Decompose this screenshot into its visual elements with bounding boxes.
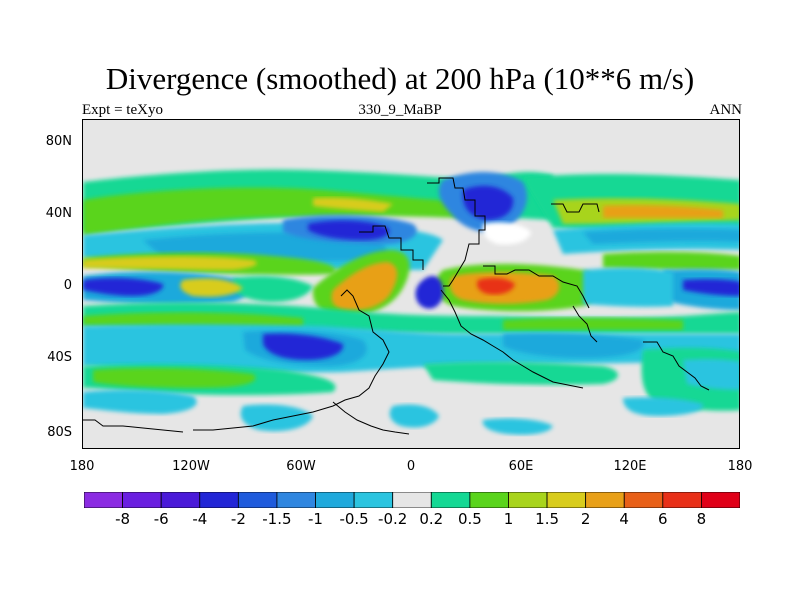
colorbar-swatch xyxy=(122,492,162,508)
colorbar-label: -6 xyxy=(153,510,169,528)
lon-label-180w: 180 xyxy=(69,459,95,474)
colorbar-swatch xyxy=(199,492,239,508)
colorbar-label: 2 xyxy=(580,510,591,528)
colorbar-swatch xyxy=(701,492,740,508)
lon-label-60w: 60W xyxy=(286,459,316,474)
colorbar-label: -0.5 xyxy=(339,510,369,528)
colorbar-swatch xyxy=(585,492,625,508)
colorbar-label: -1 xyxy=(308,510,323,528)
colorbar-label: 6 xyxy=(658,510,668,528)
colorbar-swatch xyxy=(276,492,316,508)
lon-label-180e: 180 xyxy=(727,459,753,474)
map-plot-area xyxy=(82,119,740,449)
colorbar-label: 4 xyxy=(619,510,629,528)
lon-label-120w: 120W xyxy=(172,459,210,474)
colorbar xyxy=(84,492,740,508)
lat-label-80n: 80N xyxy=(45,134,72,149)
colorbar-swatch xyxy=(84,492,123,508)
colorbar-label: -8 xyxy=(115,510,131,528)
lat-label-40n: 40N xyxy=(45,206,72,221)
lon-label-60e: 60E xyxy=(508,459,534,474)
period-label: 330_9_MaBP xyxy=(358,102,442,118)
colorbar-swatch xyxy=(353,492,394,508)
colorbar-swatch xyxy=(623,492,664,508)
colorbar-label: -2 xyxy=(230,510,246,528)
colorbar-swatch xyxy=(508,492,548,508)
lon-label-120e: 120E xyxy=(613,459,647,474)
colorbar-label: -4 xyxy=(192,510,208,528)
colorbar-label: -0.2 xyxy=(378,510,408,528)
colorbar-swatch xyxy=(469,492,509,508)
colorbar-swatch xyxy=(546,492,587,508)
colorbar-label: 1.5 xyxy=(535,510,560,528)
lon-label-0: 0 xyxy=(406,459,416,474)
colorbar-swatch xyxy=(392,492,432,508)
experiment-label: Expt = teXyo xyxy=(82,102,163,118)
colorbar-label: -1.5 xyxy=(262,510,292,528)
coastlines xyxy=(83,177,710,435)
colorbar-label: 8 xyxy=(696,510,707,528)
lat-label-eq: 0 xyxy=(63,278,72,293)
lat-label-80s: 80S xyxy=(47,425,72,440)
colorbar-label: 0.2 xyxy=(419,510,444,528)
divergence-field xyxy=(83,120,739,448)
colorbar-label: 1 xyxy=(503,510,514,528)
colorbar-swatch xyxy=(237,492,278,508)
lat-label-40s: 40S xyxy=(47,350,72,365)
colorbar-swatch xyxy=(315,492,355,508)
colorbar-swatch xyxy=(160,492,201,508)
colorbar-label: 0.5 xyxy=(457,510,482,528)
colorbar-swatch xyxy=(662,492,702,508)
colorbar-swatch xyxy=(430,492,471,508)
map-title: Divergence (smoothed) at 200 hPa (10**6 … xyxy=(105,61,695,96)
season-label: ANN xyxy=(709,102,743,118)
